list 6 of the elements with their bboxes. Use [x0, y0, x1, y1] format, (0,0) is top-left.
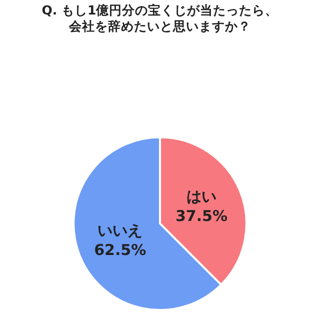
data-label: 62.5%: [94, 240, 146, 259]
chart-title: Q. もし1億円分の宝くじが当たったら、: [42, 2, 278, 18]
data-label: 37.5%: [175, 207, 228, 226]
slice-label: いいえ: [98, 221, 143, 240]
chart-subtitle: 会社を辞めたいと思いますか？: [68, 18, 251, 34]
slice-label: はい: [186, 188, 216, 206]
